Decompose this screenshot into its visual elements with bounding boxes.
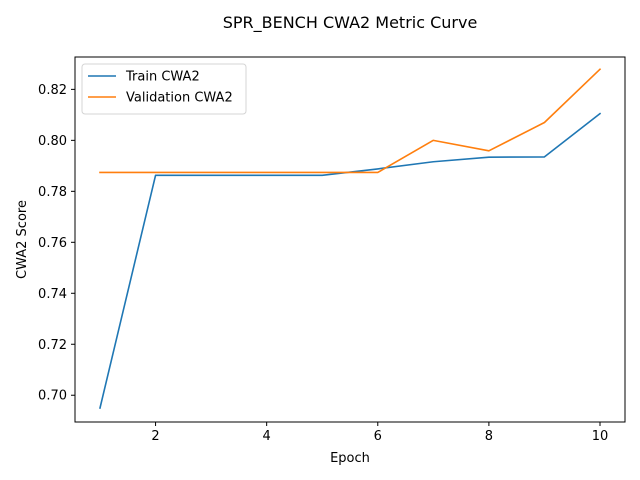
x-tick-label: 8 [485, 429, 493, 444]
legend-box [81, 63, 247, 115]
series-line-1 [99, 68, 602, 174]
y-tick-label: 0.78 [38, 185, 67, 200]
x-tick-label: 6 [374, 429, 382, 444]
x-tick-label: 2 [151, 429, 159, 444]
y-tick-label: 0.76 [38, 236, 67, 251]
x-tick-label: 10 [592, 429, 609, 444]
y-axis-label: CWA2 Score [15, 200, 30, 279]
chart-title: SPR_BENCH CWA2 Metric Curve [223, 13, 478, 33]
y-tick-label: 0.80 [38, 134, 67, 149]
y-tick-label: 0.72 [38, 338, 67, 353]
x-axis: 2 4 6 8 10 [151, 422, 608, 444]
legend-label-0: Train CWA2 [125, 70, 200, 85]
x-tick-label: 4 [263, 429, 271, 444]
y-axis: 0.70 0.72 0.74 0.76 0.78 0.80 0.82 [38, 83, 75, 404]
legend-label-1: Validation CWA2 [126, 91, 233, 106]
y-tick-label: 0.74 [38, 287, 67, 302]
plot-frame [74, 56, 626, 423]
x-axis-label: Epoch [330, 451, 370, 466]
legend: Train CWA2 Validation CWA2 [81, 63, 247, 115]
y-tick-label: 0.82 [38, 83, 67, 98]
y-tick-label: 0.70 [38, 389, 67, 404]
plot-lines [99, 68, 602, 409]
